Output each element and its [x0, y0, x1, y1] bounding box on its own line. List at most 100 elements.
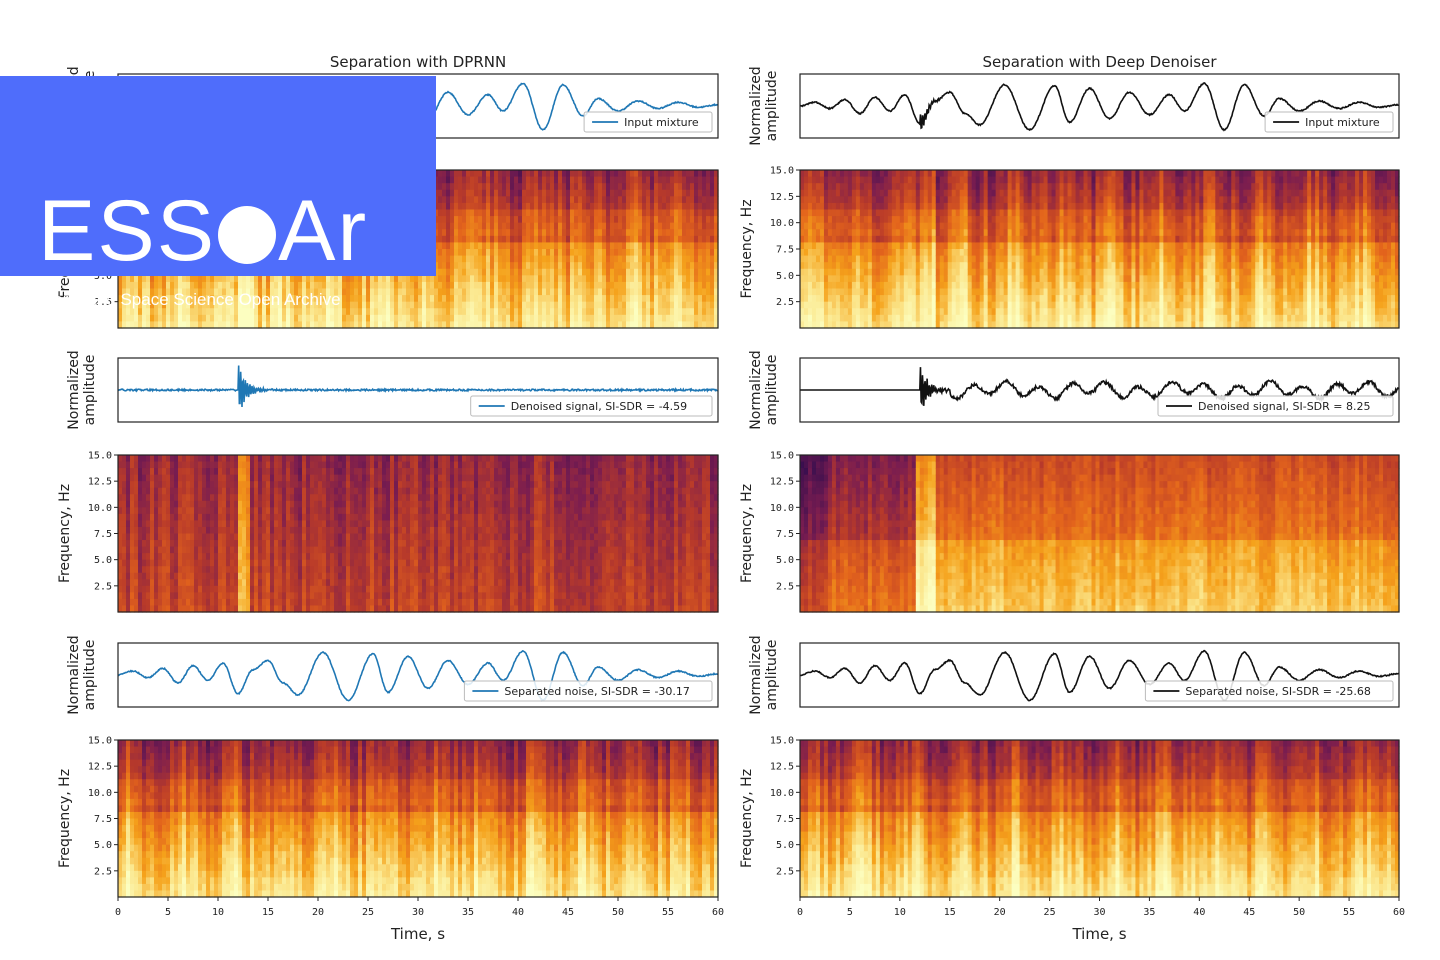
legend-label: Denoised signal, SI-SDR = 8.25: [1198, 400, 1371, 413]
y-tick-label: 2.5: [94, 866, 112, 877]
x-tick-label: 5: [165, 907, 171, 918]
x-tick-label: 25: [1044, 907, 1056, 918]
x-tick-label: 15: [262, 907, 274, 918]
waveform-panel-5: Normalized amplitude Separated noise, SI-S…: [748, 635, 1399, 714]
x-tick-label: 30: [412, 907, 424, 918]
essoar-logo: ESS Ar Earth and Space Science Open Archi…: [0, 76, 436, 276]
y-tick-label: 5.0: [94, 555, 112, 566]
legend: Input mixture: [584, 112, 712, 132]
x-tick-label: 20: [994, 907, 1006, 918]
legend: Input mixture: [1265, 112, 1393, 132]
y-tick-label: 5.0: [776, 271, 794, 282]
y-tick-label: 15.0: [770, 166, 794, 177]
chart-title: Separation with Deep Denoiser: [982, 53, 1217, 71]
y-tick-label: 2.5: [776, 866, 794, 877]
y-tick-label: 2.5: [776, 581, 794, 592]
legend: Denoised signal, SI-SDR = -4.59: [471, 396, 712, 416]
y-tick-label: 10.0: [770, 788, 794, 799]
y-axis-label-line-1: Normalized: [748, 66, 764, 145]
y-tick-label: 7.5: [776, 529, 794, 540]
logo-dot-icon: [218, 206, 276, 264]
y-tick-label: 12.5: [770, 477, 794, 488]
y-axis-label: Frequency, Hz: [739, 199, 755, 298]
x-tick-label: 40: [1193, 907, 1205, 918]
y-axis-label-line-2: amplitude: [82, 355, 98, 426]
spectrogram-image: [118, 740, 719, 898]
x-tick-label: 30: [1093, 907, 1105, 918]
x-axis-label: Time, s: [1071, 925, 1126, 943]
x-tick-label: 35: [462, 907, 474, 918]
y-axis-label: Frequency, Hz: [739, 484, 755, 583]
y-tick-label: 7.5: [94, 814, 112, 825]
x-tick-label: 35: [1143, 907, 1155, 918]
x-tick-label: 5: [847, 907, 853, 918]
y-tick-label: 2.5: [776, 297, 794, 308]
legend-label: Input mixture: [624, 116, 699, 129]
y-axis-label-line-2: amplitude: [764, 355, 780, 426]
x-tick-label: 60: [712, 907, 724, 918]
y-tick-label: 15.0: [770, 736, 794, 747]
y-tick-label: 15.0: [88, 736, 112, 747]
x-tick-label: 50: [612, 907, 624, 918]
legend-label: Input mixture: [1305, 116, 1380, 129]
y-axis-label: Frequency, Hz: [739, 769, 755, 868]
y-axis-label-line-2: amplitude: [764, 640, 780, 711]
y-tick-label: 10.0: [88, 788, 112, 799]
legend: Separated noise, SI-SDR = -30.17: [464, 681, 712, 701]
y-tick-label: 5.0: [94, 840, 112, 851]
y-tick-label: 12.5: [88, 477, 112, 488]
spectrogram-image: [118, 455, 719, 613]
y-tick-label: 10.0: [770, 218, 794, 229]
chart-title: Separation with DPRNN: [330, 53, 506, 71]
y-tick-label: 12.5: [770, 192, 794, 203]
x-tick-label: 45: [562, 907, 574, 918]
logo-subtitle: Earth and Space Science Open Archive: [42, 290, 341, 310]
waveform-panel-5: Normalized amplitude Separated noise, SI-S…: [66, 635, 718, 714]
x-tick-label: 25: [362, 907, 374, 918]
y-tick-label: 12.5: [88, 762, 112, 773]
y-tick-label: 10.0: [770, 503, 794, 514]
waveform-panel-3: Normalized amplitude Denoised signal, SI-S…: [748, 350, 1399, 429]
x-tick-label: 10: [212, 907, 224, 918]
y-axis-label-line-2: amplitude: [764, 71, 780, 142]
x-tick-label: 55: [1343, 907, 1355, 918]
y-tick-label: 2.5: [94, 581, 112, 592]
x-tick-label: 50: [1293, 907, 1305, 918]
spectrogram-panel-2: 2.5 5.0 7.5 10.0 12.5 15.0 Frequency, Hz: [739, 166, 1400, 329]
x-tick-label: 0: [797, 907, 803, 918]
y-tick-label: 15.0: [88, 451, 112, 462]
x-tick-label: 15: [944, 907, 956, 918]
spectrogram-image: [800, 740, 1400, 898]
y-tick-label: 7.5: [776, 245, 794, 256]
spectrogram-image: [800, 455, 1400, 613]
y-tick-label: 12.5: [770, 762, 794, 773]
logo-wordmark: ESS Ar: [38, 188, 368, 274]
y-axis-label-line-1: Normalized: [66, 635, 82, 714]
x-tick-label: 40: [512, 907, 524, 918]
legend: Denoised signal, SI-SDR = 8.25: [1158, 396, 1393, 416]
y-axis-label: Frequency, Hz: [57, 769, 73, 868]
x-tick-label: 20: [312, 907, 324, 918]
y-axis-label-line-2: amplitude: [82, 640, 98, 711]
y-axis-label-line-1: Normalized: [66, 350, 82, 429]
legend-label: Denoised signal, SI-SDR = -4.59: [511, 400, 687, 413]
x-tick-label: 55: [662, 907, 674, 918]
spectrogram-panel-6: 2.5 5.0 7.5 10.0 12.5 15.0 Frequency, Hz: [57, 736, 719, 898]
legend-label: Separated noise, SI-SDR = -30.17: [504, 685, 690, 698]
x-tick-label: 10: [894, 907, 906, 918]
waveform-panel-3: Normalized amplitude Denoised signal, SI-S…: [66, 350, 718, 429]
y-tick-label: 5.0: [776, 840, 794, 851]
y-axis-label: Frequency, Hz: [57, 484, 73, 583]
y-axis-label-line-1: Normalized: [748, 635, 764, 714]
y-tick-label: 5.0: [776, 555, 794, 566]
spectrogram-image: [800, 170, 1400, 329]
